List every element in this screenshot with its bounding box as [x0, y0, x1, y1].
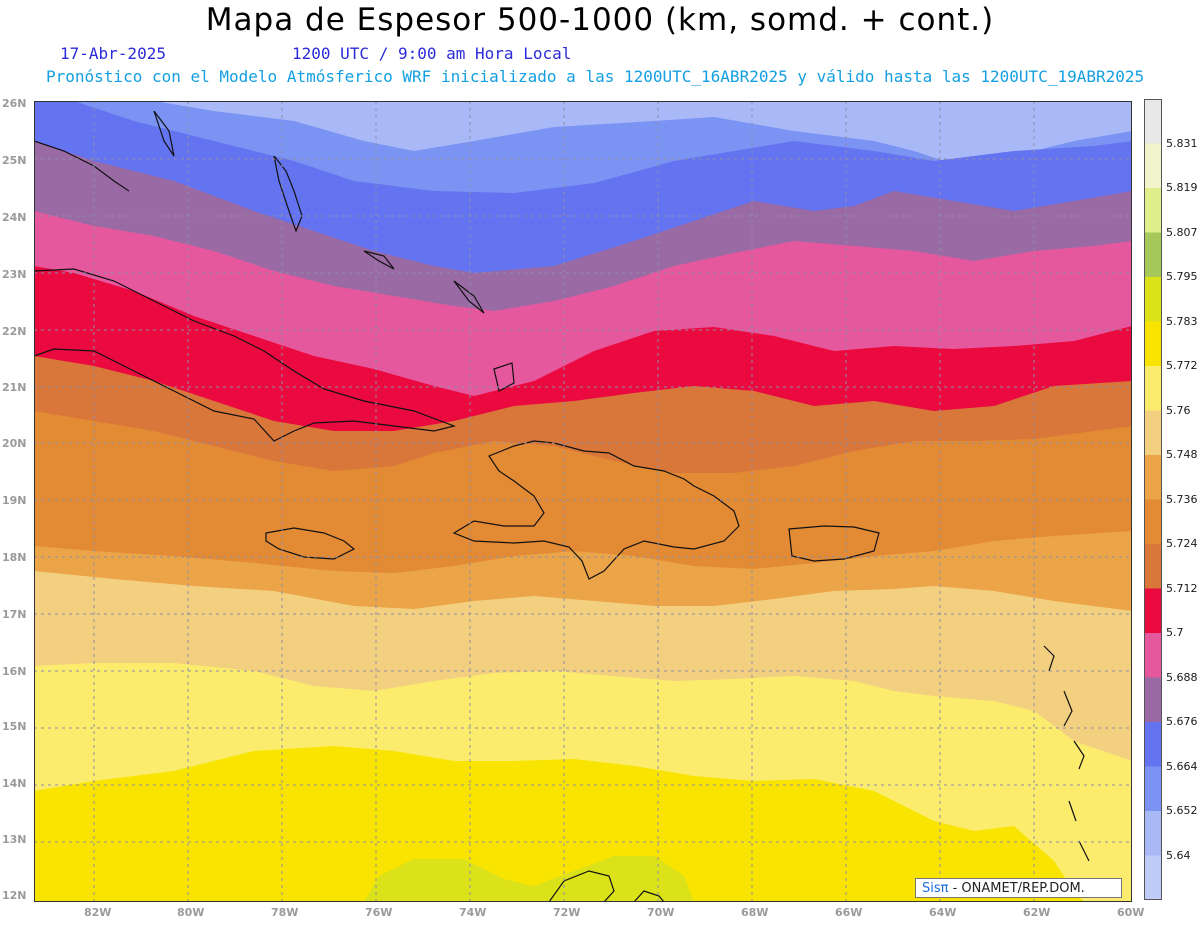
- lesser-antilles: [1043, 645, 1090, 862]
- band-5783: [34, 746, 1084, 902]
- bahamas-islands: [153, 110, 515, 392]
- colorbar-swatch: [1144, 544, 1162, 589]
- lon-label-82w: 82W: [84, 906, 112, 919]
- colorbar-label-5807: 5.807: [1166, 226, 1198, 239]
- colorbar-label-5831: 5.831: [1166, 137, 1198, 150]
- lon-label-78w: 78W: [271, 906, 299, 919]
- colorbar-swatch: [1144, 232, 1162, 278]
- colorbar-label-5819: 5.819: [1166, 181, 1198, 194]
- colorbar-swatch: [1144, 633, 1162, 678]
- map-title: Mapa de Espesor 500-1000 (km, somd. + co…: [205, 2, 995, 38]
- colorbar-label-57: 5.7: [1166, 626, 1184, 639]
- thickness-map: [34, 101, 1132, 902]
- colorbar-label-5676: 5.676: [1166, 715, 1198, 728]
- lon-label-62w: 62W: [1023, 906, 1051, 919]
- lat-label-20n: 20N: [2, 437, 27, 450]
- colorbar: [1144, 99, 1162, 900]
- colorbar-swatch: [1144, 499, 1162, 545]
- colorbar-label-5664: 5.664: [1166, 760, 1198, 773]
- colorbar-swatch: [1144, 722, 1162, 767]
- colorbar-swatch: [1144, 366, 1162, 411]
- lon-label-74w: 74W: [459, 906, 487, 919]
- colorbar-label-5783: 5.783: [1166, 315, 1198, 328]
- lon-label-64w: 64W: [929, 906, 957, 919]
- lat-label-18n: 18N: [2, 551, 27, 564]
- lon-label-66w: 66W: [835, 906, 863, 919]
- colorbar-label-5772: 5.772: [1166, 359, 1198, 372]
- lat-label-17n: 17N: [2, 608, 27, 621]
- colorbar-label-564: 5.64: [1166, 849, 1191, 862]
- colorbar-label-5795: 5.795: [1166, 270, 1198, 283]
- colorbar-label-5652: 5.652: [1166, 804, 1198, 817]
- colorbar-swatch: [1144, 277, 1162, 322]
- colorbar-label-5688: 5.688: [1166, 671, 1198, 684]
- band-5795: [364, 856, 694, 902]
- colorbar-swatch: [1144, 143, 1162, 189]
- colorbar-swatch: [1144, 99, 1162, 144]
- colorbar-swatch: [1144, 677, 1162, 723]
- colorbar-swatch: [1144, 188, 1162, 233]
- lat-label-19n: 19N: [2, 494, 27, 507]
- colorbar-swatch: [1144, 588, 1162, 634]
- lat-label-14n: 14N: [2, 777, 27, 790]
- lat-label-12n: 12N: [2, 889, 27, 902]
- lat-label-22n: 22N: [2, 325, 27, 338]
- lat-label-23n: 23N: [2, 268, 27, 281]
- colorbar-swatch: [1144, 766, 1162, 812]
- time-label: 1200 UTC / 9:00 am Hora Local: [292, 44, 572, 63]
- lat-label-16n: 16N: [2, 665, 27, 678]
- lat-label-25n: 25N: [2, 154, 27, 167]
- lon-label-76w: 76W: [365, 906, 393, 919]
- lat-label-13n: 13N: [2, 833, 27, 846]
- hispaniola-coast: [452, 440, 740, 580]
- lat-label-24n: 24N: [2, 211, 27, 224]
- lat-label-21n: 21N: [2, 381, 27, 394]
- colorbar-swatch: [1144, 410, 1162, 456]
- south-america-coast: [548, 870, 665, 902]
- credit-box: Sisπ - ONAMET/REP.DOM.: [915, 878, 1122, 898]
- cuba-coast: [34, 268, 457, 442]
- forecast-note: Pronóstico con el Modelo Atmósferico WRF…: [46, 67, 1145, 86]
- sispi-logo: Sisπ: [922, 881, 949, 896]
- lon-label-60w: 60W: [1117, 906, 1145, 919]
- lon-label-68w: 68W: [741, 906, 769, 919]
- colorbar-swatch: [1144, 811, 1162, 856]
- colorbar-label-5748: 5.748: [1166, 448, 1198, 461]
- colorbar-label-5736: 5.736: [1166, 493, 1198, 506]
- lon-label-72w: 72W: [553, 906, 581, 919]
- date-label: 17-Abr-2025: [60, 44, 166, 63]
- colorbar-swatch: [1144, 455, 1162, 500]
- graticule: [34, 101, 1132, 902]
- colorbar-label-576: 5.76: [1166, 404, 1191, 417]
- colorbar-swatch: [1144, 321, 1162, 367]
- puertorico-coast: [788, 525, 880, 562]
- credit-text: - ONAMET/REP.DOM.: [952, 881, 1085, 896]
- lon-label-80w: 80W: [177, 906, 205, 919]
- colorbar-label-5712: 5.712: [1166, 582, 1198, 595]
- jamaica-coast: [265, 527, 356, 560]
- lat-label-26n: 26N: [2, 97, 27, 110]
- colorbar-label-5724: 5.724: [1166, 537, 1198, 550]
- lat-label-15n: 15N: [2, 720, 27, 733]
- colorbar-swatch: [1144, 855, 1162, 900]
- lon-label-70w: 70W: [647, 906, 675, 919]
